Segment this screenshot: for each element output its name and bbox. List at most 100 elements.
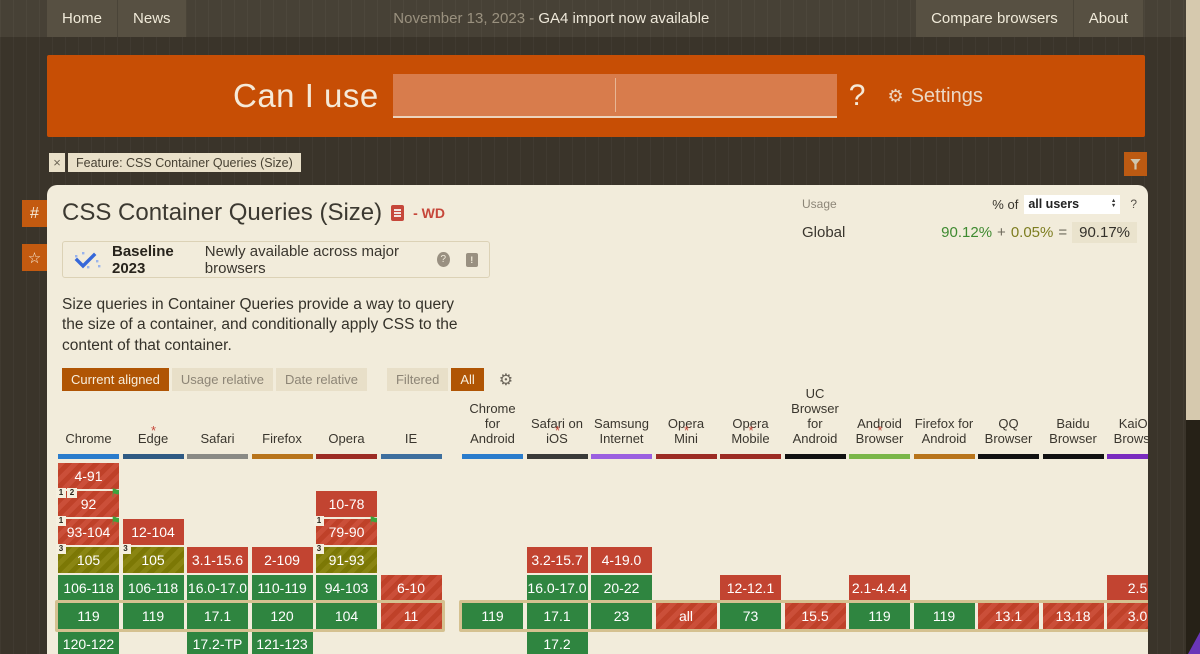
baseline-help-icon[interactable]: ?: [436, 252, 450, 267]
browser-color-bar: [526, 454, 588, 459]
support-cell[interactable]: 121-123: [251, 631, 313, 654]
browser-color-bar: [122, 454, 184, 459]
browser-name: UC Browser for Android: [791, 386, 839, 447]
flag-icon: ⚑: [110, 514, 121, 528]
support-cell[interactable]: 11: [380, 603, 442, 629]
support-cell[interactable]: 119: [913, 603, 975, 629]
support-cell[interactable]: 2.5: [1107, 575, 1148, 601]
note-badge[interactable]: 3: [314, 544, 324, 554]
support-cell[interactable]: 120-122: [58, 631, 119, 654]
support-cell[interactable]: 119: [849, 603, 910, 629]
note-badge[interactable]: 1: [56, 516, 66, 526]
permalink-button[interactable]: #: [22, 200, 47, 227]
support-cell[interactable]: 10-78: [316, 491, 377, 517]
note-badge[interactable]: 3: [56, 544, 66, 554]
site-logo[interactable]: Can I use: [233, 77, 379, 114]
site-header: Can I use ? ⚙ Settings: [47, 55, 1145, 137]
support-cell[interactable]: 17.1: [187, 603, 248, 629]
note-badge[interactable]: 3: [120, 544, 131, 554]
baseline-banner: Baseline 2023 Newly available across maj…: [62, 241, 490, 278]
support-cell[interactable]: 17.2: [526, 631, 588, 654]
spec-document-icon[interactable]: [391, 205, 405, 221]
support-cell[interactable]: 3.1-15.6: [187, 547, 248, 573]
support-cell[interactable]: 16.0-17.0: [526, 575, 588, 601]
search-question-mark: ?: [848, 79, 866, 112]
support-cell[interactable]: 105 3: [56, 544, 119, 573]
nav-about-button[interactable]: About: [1073, 0, 1144, 37]
nav-news-button[interactable]: News: [118, 0, 187, 37]
support-cell[interactable]: 15.5: [784, 603, 846, 629]
toggle-usage-relative[interactable]: Usage relative: [171, 368, 273, 391]
browser-name: Opera: [328, 431, 365, 447]
search-caret-divider: [614, 78, 616, 112]
support-cell[interactable]: 4-19.0: [591, 547, 652, 573]
support-cell[interactable]: 16.0-17.0: [187, 575, 248, 601]
settings-label: Settings: [910, 84, 983, 107]
support-cell[interactable]: 92 1 2 ⚑: [56, 486, 121, 517]
support-cell[interactable]: 106-118: [122, 575, 184, 601]
support-cell[interactable]: 20-22: [591, 575, 652, 601]
support-cell[interactable]: 104: [316, 603, 377, 629]
support-cell[interactable]: 93-104 1 ⚑: [56, 514, 121, 545]
browser-name: IE: [404, 431, 418, 447]
table-settings-gear-icon[interactable]: ⚙: [498, 371, 514, 389]
filter-button[interactable]: [1124, 152, 1147, 176]
support-cell[interactable]: 73: [720, 603, 781, 629]
support-cell[interactable]: 2-109: [251, 547, 313, 573]
support-cell[interactable]: 12-12.1: [720, 575, 781, 601]
support-cell[interactable]: 119: [462, 603, 523, 629]
browser-column: UC Browser for Android 15.5: [784, 386, 846, 654]
toggle-filtered[interactable]: Filtered: [386, 368, 449, 391]
support-cell[interactable]: 4-91: [58, 463, 119, 489]
remove-feature-button[interactable]: ×: [49, 153, 65, 172]
notice-message: GA4 import now available: [538, 10, 710, 27]
support-cell[interactable]: 79-90 1 ⚑: [314, 514, 379, 545]
baseline-feedback-icon[interactable]: !: [465, 252, 479, 267]
support-cell[interactable]: 13.18: [1042, 603, 1104, 629]
usage-note-asterisk: *: [554, 423, 561, 439]
note-badge[interactable]: 2: [67, 488, 77, 498]
window-edge-bottom: [1186, 420, 1200, 654]
support-cell[interactable]: 120: [251, 603, 313, 629]
support-cell[interactable]: 13.1: [978, 603, 1039, 629]
toggle-date-relative[interactable]: Date relative: [276, 368, 367, 391]
support-cell[interactable]: 3.0: [1107, 603, 1148, 629]
support-cell[interactable]: 2.1-4.4.4: [849, 575, 910, 601]
usage-total-value: 90.17%: [1072, 222, 1137, 243]
support-cell[interactable]: 119: [122, 603, 184, 629]
browser-color-bar: [913, 454, 975, 459]
browser-name: Safari: [200, 431, 235, 447]
nav-compare-browsers-button[interactable]: Compare browsers: [916, 0, 1074, 37]
note-badge[interactable]: 1: [56, 488, 66, 498]
browser-color-bar: [591, 454, 652, 459]
support-cell[interactable]: 94-103: [316, 575, 377, 601]
nav-home-button[interactable]: Home: [47, 0, 119, 37]
usage-select[interactable]: all users ▲ ▼: [1024, 194, 1121, 214]
support-cell[interactable]: 106-118: [58, 575, 119, 601]
support-cell[interactable]: 3.2-15.7: [526, 547, 588, 573]
search-box: [392, 74, 837, 118]
desktop-browser-group: Chrome 4-91 92 1 2 ⚑ 93-104 1 ⚑ 105 3 106-118 119 120…: [55, 405, 445, 654]
support-cell[interactable]: 12-104: [122, 519, 184, 545]
browser-color-bar: [1042, 454, 1104, 459]
browser-color-bar: [462, 454, 523, 459]
toggle-all[interactable]: All: [451, 368, 484, 391]
support-cell[interactable]: 105 3: [120, 544, 184, 573]
support-cell[interactable]: 91-93 3: [314, 544, 377, 573]
toggle-current-aligned[interactable]: Current aligned: [62, 368, 169, 391]
support-cell[interactable]: 17.1: [526, 603, 588, 629]
nav-notice[interactable]: November 13, 2023 - GA4 import now avail…: [187, 0, 917, 37]
title-row: CSS Container Queries (Size) - WD: [62, 199, 445, 227]
note-badge[interactable]: 1: [314, 516, 324, 526]
favorite-button[interactable]: ☆: [22, 244, 47, 271]
support-cell[interactable]: 6-10: [380, 575, 442, 601]
support-cell[interactable]: 110-119: [251, 575, 313, 601]
usage-help-icon[interactable]: ?: [1130, 197, 1137, 211]
settings-button[interactable]: ⚙ Settings: [887, 85, 982, 108]
feature-panel: CSS Container Queries (Size) - WD Usage …: [47, 185, 1148, 654]
support-cell[interactable]: 23: [591, 603, 652, 629]
support-cell[interactable]: 119: [58, 603, 119, 629]
support-cell[interactable]: all: [655, 603, 717, 629]
support-cell[interactable]: 17.2-TP: [187, 631, 248, 654]
browser-color-bar: [58, 454, 119, 459]
